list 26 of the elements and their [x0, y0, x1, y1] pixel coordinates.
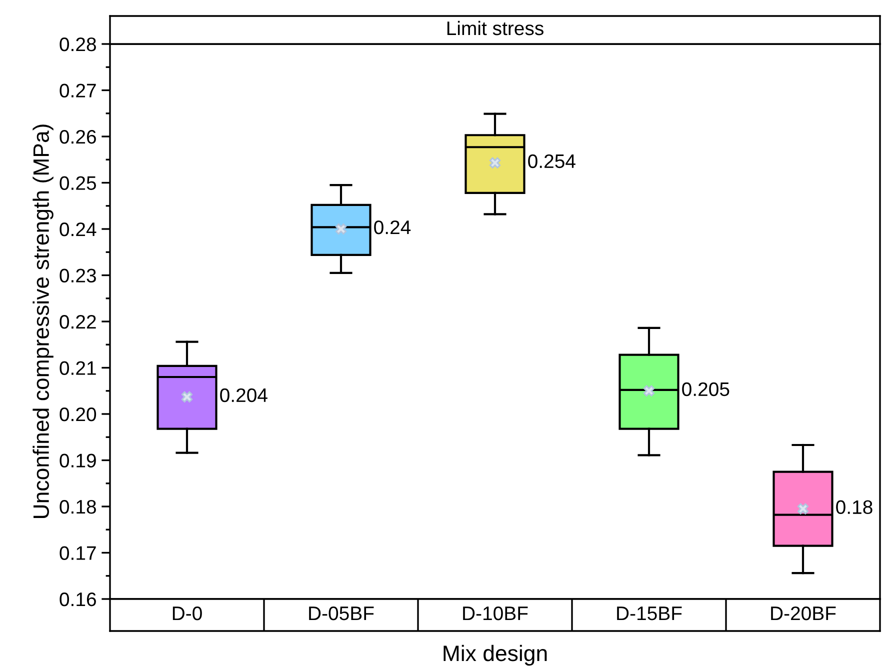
- x-tick-label: D-15BF: [617, 606, 682, 620]
- y-tick-label: 0.23: [60, 268, 96, 282]
- y-tick-label: 0.21: [60, 361, 96, 375]
- annotation: 0.254: [528, 154, 576, 168]
- y-tick-label: 0.20: [60, 407, 96, 422]
- x-axis-title: Mix design: [444, 644, 547, 666]
- chart-title: Limit stress: [447, 20, 544, 36]
- x-tick-label: D-0: [172, 606, 202, 620]
- annotation: 0.205: [682, 382, 730, 396]
- annotation: 0.24: [374, 220, 411, 234]
- x-tick-label: D-20BF: [771, 606, 836, 620]
- x-tick-label: D-10BF: [463, 606, 528, 620]
- x-tick-label: D-05BF: [309, 606, 374, 620]
- y-tick-label: 0.17: [60, 546, 96, 560]
- y-tick-label: 0.16: [60, 592, 96, 606]
- y-axis-title: Unconfined compressive strength (MPa): [32, 124, 54, 518]
- y-tick-label: 0.18: [60, 500, 96, 514]
- y-tick-label: 0.22: [60, 314, 96, 329]
- y-tick-label: 0.24: [60, 222, 96, 236]
- y-tick-label: 0.19: [60, 454, 96, 468]
- annotation: 0.204: [220, 388, 268, 402]
- annotation: 0.18: [836, 500, 872, 514]
- y-tick-label: 0.25: [60, 176, 96, 190]
- y-tick-label: 0.27: [60, 84, 96, 98]
- y-tick-label: 0.28: [60, 37, 96, 52]
- y-tick-label: 0.26: [60, 130, 96, 144]
